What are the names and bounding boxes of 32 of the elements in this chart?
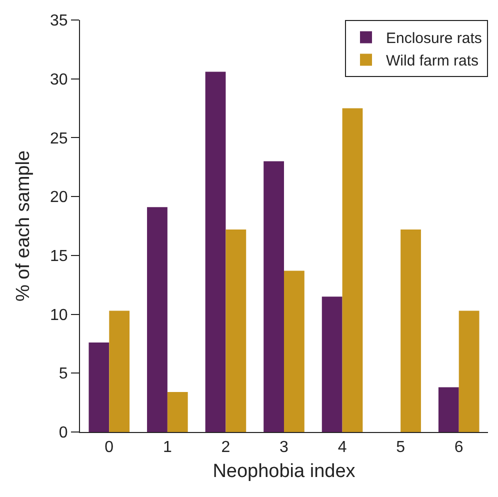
- legend-label: Enclosure rats: [386, 30, 482, 48]
- y-axis-title: % of each sample: [12, 150, 34, 302]
- y-tick-label: 30: [50, 71, 68, 88]
- y-tick-label: 35: [50, 12, 68, 30]
- bar: [342, 108, 363, 432]
- y-tick-label: 15: [50, 248, 68, 266]
- x-tick-label: 3: [280, 439, 289, 456]
- bar: [458, 310, 480, 432]
- y-tick-label: 20: [50, 189, 68, 206]
- bar: [226, 230, 246, 432]
- y-tick-label: 25: [50, 130, 68, 148]
- x-tick-label: 5: [396, 439, 406, 456]
- bar: [322, 296, 342, 432]
- x-axis-title: Neophobia index: [212, 461, 356, 482]
- bar: [400, 230, 421, 432]
- y-tick-label: 5: [58, 366, 68, 383]
- y-tick-label: 10: [50, 306, 68, 324]
- bar: [167, 392, 188, 432]
- bar: [88, 342, 110, 432]
- y-tick-label: 0: [58, 424, 68, 442]
- bar: [205, 72, 226, 432]
- x-tick-label: 0: [104, 439, 114, 456]
- x-tick-label: 1: [162, 439, 172, 456]
- bar: [438, 387, 459, 432]
- legend-label: Wild farm rats: [386, 52, 479, 70]
- bar: [147, 207, 168, 432]
- x-tick-label: 6: [454, 439, 464, 456]
- bar: [264, 161, 284, 432]
- bar: [284, 270, 304, 432]
- x-tick-label: 4: [338, 439, 347, 456]
- x-tick-label: 2: [221, 439, 230, 456]
- bar: [109, 310, 130, 432]
